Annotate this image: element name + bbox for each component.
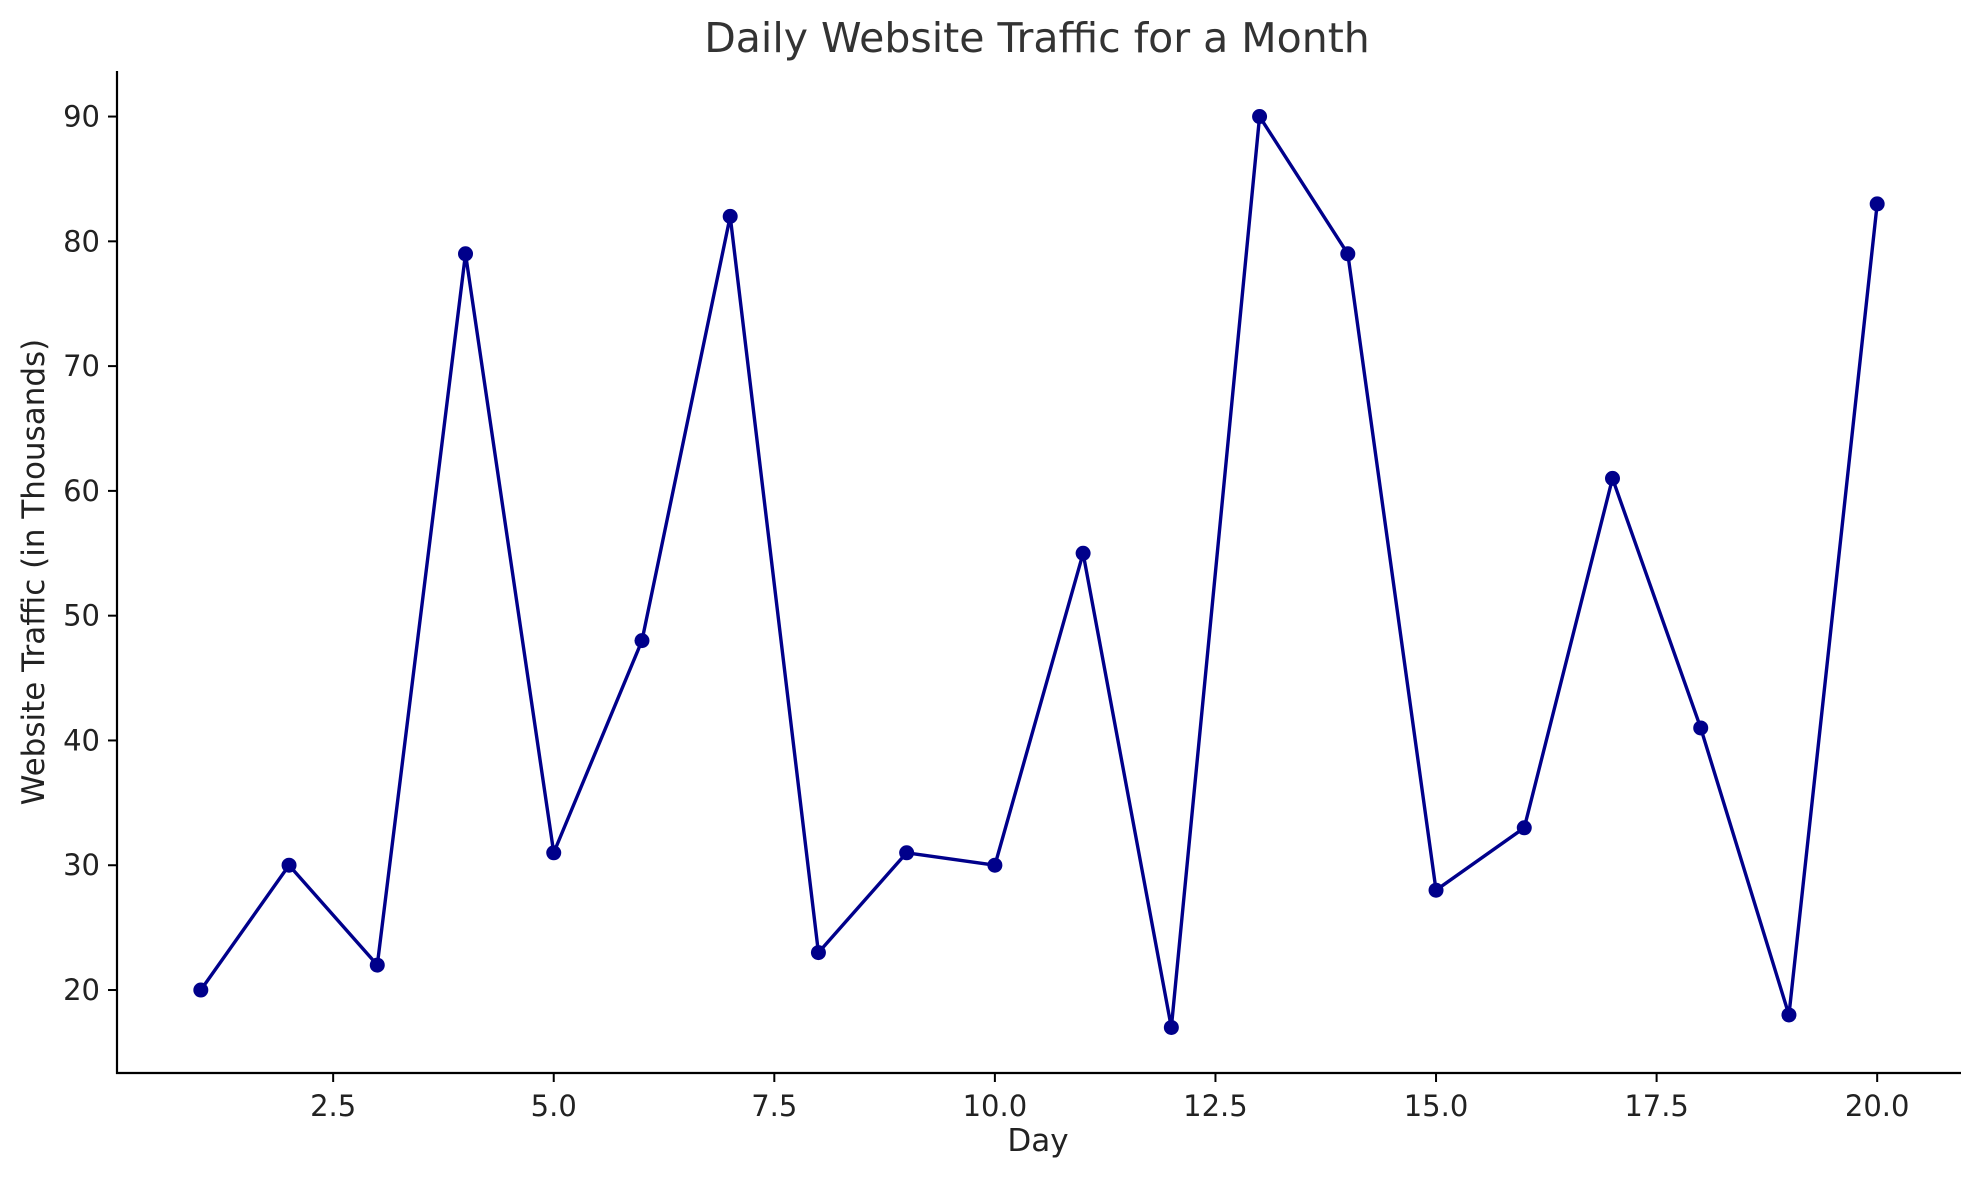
x-tick-label: 2.5 (310, 1089, 356, 1123)
x-axis-label: Day (1007, 1123, 1068, 1159)
data-point (1163, 1019, 1179, 1035)
x-tick-label: 10.0 (963, 1089, 1028, 1123)
data-point (1516, 820, 1532, 836)
y-tick-label: 90 (63, 100, 100, 134)
data-point (458, 246, 474, 262)
y-tick-label: 40 (63, 723, 100, 757)
data-point (810, 945, 826, 961)
y-axis-label: Website Traffic (in Thousands) (16, 339, 52, 806)
series-line (199, 114, 1879, 1030)
x-tick-label: 15.0 (1404, 1089, 1469, 1123)
y-tick-label: 60 (63, 474, 100, 508)
data-point (722, 208, 738, 224)
x-tick-label: 5.0 (531, 1089, 577, 1123)
y-tick-label: 20 (63, 973, 100, 1007)
data-point (987, 857, 1003, 873)
data-point (1428, 882, 1444, 898)
x-tick-label: 7.5 (751, 1089, 797, 1123)
data-point (546, 845, 562, 861)
y-tick-label: 50 (63, 599, 100, 633)
data-point (899, 845, 915, 861)
y-tick-label: 30 (63, 848, 100, 882)
x-tick-label: 20.0 (1845, 1089, 1910, 1123)
y-tick-label: 70 (63, 349, 100, 383)
data-point (1340, 246, 1356, 262)
data-point (1869, 196, 1885, 212)
y-tick-label: 80 (63, 224, 100, 258)
data-point (193, 982, 209, 998)
data-point (1781, 1007, 1797, 1023)
data-point (634, 633, 650, 649)
data-point (369, 957, 385, 973)
data-point (1604, 470, 1620, 486)
x-ticks: 2.5 5.0 7.5 10.0 12.5 15.0 17.5 20.0 (310, 1073, 1909, 1123)
chart-title: Daily Website Traffic for a Month (704, 14, 1370, 62)
y-ticks: 20 30 40 50 60 70 80 90 (63, 100, 117, 1007)
data-point (1693, 720, 1709, 736)
x-tick-label: 12.5 (1183, 1089, 1248, 1123)
data-point (1075, 545, 1091, 561)
series-group (193, 109, 1885, 1035)
data-point (1252, 109, 1268, 125)
x-tick-label: 17.5 (1624, 1089, 1689, 1123)
data-point (281, 857, 297, 873)
